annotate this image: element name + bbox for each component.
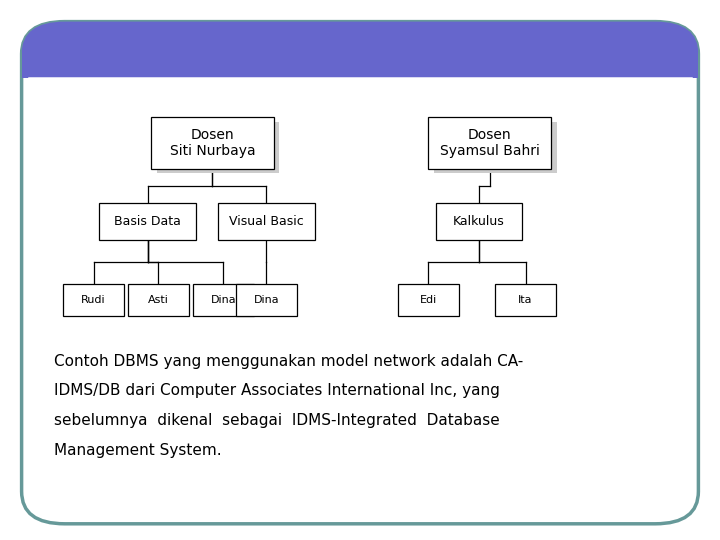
FancyBboxPatch shape bbox=[157, 122, 279, 173]
FancyBboxPatch shape bbox=[63, 284, 124, 316]
Text: Dosen
Siti Nurbaya: Dosen Siti Nurbaya bbox=[170, 128, 255, 158]
FancyBboxPatch shape bbox=[128, 284, 189, 316]
FancyBboxPatch shape bbox=[217, 202, 315, 240]
FancyBboxPatch shape bbox=[495, 284, 556, 316]
Text: Edi: Edi bbox=[420, 295, 437, 305]
FancyBboxPatch shape bbox=[151, 117, 274, 168]
Text: Dina: Dina bbox=[253, 295, 279, 305]
Text: Dosen
Syamsul Bahri: Dosen Syamsul Bahri bbox=[440, 128, 539, 158]
FancyBboxPatch shape bbox=[428, 117, 551, 168]
FancyBboxPatch shape bbox=[434, 122, 557, 173]
Text: Kalkulus: Kalkulus bbox=[453, 215, 505, 228]
Text: sebelumnya  dikenal  sebagai  IDMS-Integrated  Database: sebelumnya dikenal sebagai IDMS-Integrat… bbox=[54, 413, 500, 428]
Text: Dina: Dina bbox=[210, 295, 236, 305]
Text: Rudi: Rudi bbox=[81, 295, 106, 305]
FancyBboxPatch shape bbox=[22, 22, 698, 78]
FancyBboxPatch shape bbox=[236, 284, 297, 316]
FancyBboxPatch shape bbox=[22, 22, 698, 524]
FancyBboxPatch shape bbox=[397, 284, 459, 316]
Text: Asti: Asti bbox=[148, 295, 168, 305]
FancyBboxPatch shape bbox=[436, 202, 522, 240]
Text: Contoh DBMS yang menggunakan model network adalah CA-: Contoh DBMS yang menggunakan model netwo… bbox=[54, 354, 523, 369]
Text: Visual Basic: Visual Basic bbox=[229, 215, 304, 228]
Text: IDMS/DB dari Computer Associates International Inc, yang: IDMS/DB dari Computer Associates Interna… bbox=[54, 383, 500, 399]
Text: Ita: Ita bbox=[518, 295, 533, 305]
Bar bbox=[22, 49, 698, 78]
FancyBboxPatch shape bbox=[99, 202, 196, 240]
FancyBboxPatch shape bbox=[193, 284, 254, 316]
Text: Management System.: Management System. bbox=[54, 443, 222, 458]
Text: Basis Data: Basis Data bbox=[114, 215, 181, 228]
